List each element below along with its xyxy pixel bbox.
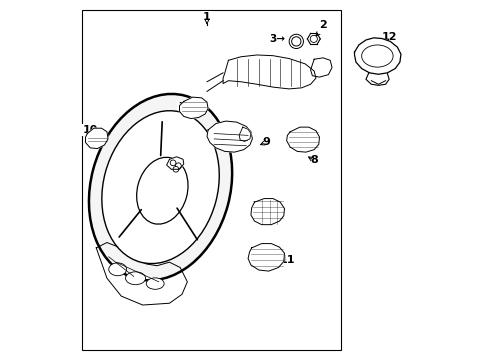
Ellipse shape <box>146 278 164 289</box>
Ellipse shape <box>89 94 232 280</box>
Circle shape <box>170 160 176 166</box>
Text: 4: 4 <box>156 162 164 172</box>
Polygon shape <box>239 127 250 141</box>
Text: 6: 6 <box>290 77 298 87</box>
Ellipse shape <box>108 263 126 276</box>
Circle shape <box>288 34 303 49</box>
Polygon shape <box>96 243 187 305</box>
Ellipse shape <box>125 272 145 285</box>
Polygon shape <box>354 38 400 74</box>
Ellipse shape <box>136 157 188 224</box>
Polygon shape <box>206 121 252 152</box>
Polygon shape <box>247 244 284 271</box>
Polygon shape <box>250 199 284 225</box>
Circle shape <box>175 163 181 168</box>
Text: 2: 2 <box>319 19 326 30</box>
Polygon shape <box>179 97 207 118</box>
Text: 3→: 3→ <box>269 34 285 44</box>
Text: 7: 7 <box>178 102 185 112</box>
Circle shape <box>173 166 179 172</box>
Text: 1: 1 <box>203 13 210 22</box>
Circle shape <box>309 35 317 42</box>
Text: 10: 10 <box>82 125 98 135</box>
Ellipse shape <box>102 111 219 264</box>
Text: 5: 5 <box>253 214 260 224</box>
Text: 12: 12 <box>381 32 396 42</box>
Circle shape <box>291 37 300 46</box>
Polygon shape <box>166 157 183 169</box>
Bar <box>82 10 340 350</box>
Text: 9: 9 <box>262 138 269 148</box>
Polygon shape <box>365 73 388 85</box>
Text: 11: 11 <box>279 255 295 265</box>
Polygon shape <box>286 127 319 152</box>
Text: 8: 8 <box>310 156 317 165</box>
Polygon shape <box>310 58 331 77</box>
Polygon shape <box>223 55 315 89</box>
Polygon shape <box>85 128 108 149</box>
